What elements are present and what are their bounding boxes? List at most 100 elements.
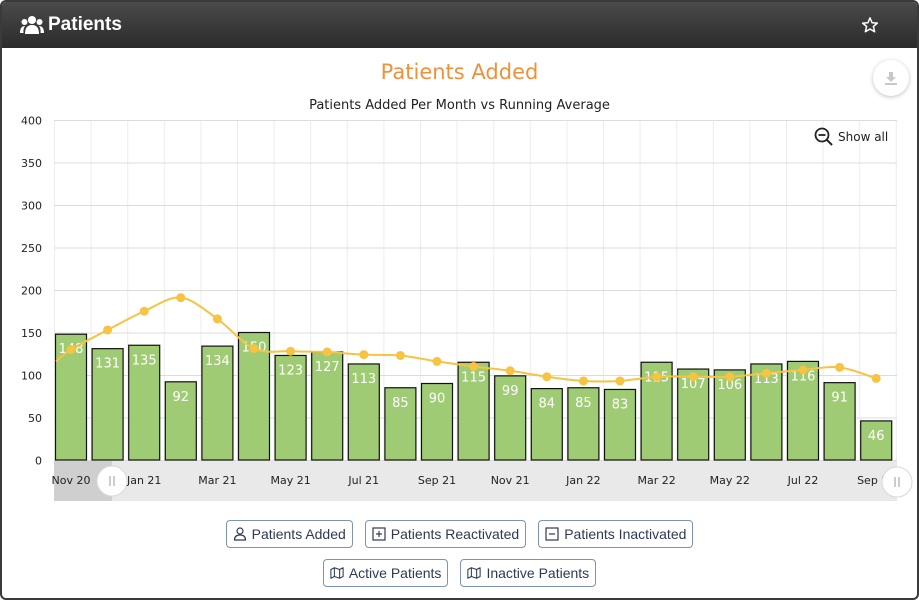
x-tick-label: Nov 21 [491, 474, 530, 487]
running-average-point [395, 350, 405, 360]
bar [164, 381, 197, 461]
bar-data-label: 107 [681, 377, 706, 392]
bar-data-label: 127 [315, 360, 340, 375]
running-average-point [688, 372, 698, 382]
map-icon [330, 567, 344, 579]
bar-data-label: 116 [791, 369, 816, 384]
navigator-handle-right[interactable] [881, 466, 913, 498]
bar [567, 387, 600, 461]
map-icon [467, 567, 482, 579]
y-tick-label: 300 [21, 200, 42, 213]
bar-data-label: 115 [461, 370, 486, 385]
running-average-point [139, 306, 149, 316]
y-tick-label: 50 [28, 412, 42, 425]
bar [530, 388, 563, 461]
navigator-band [54, 461, 897, 501]
bar [603, 388, 637, 461]
star-icon[interactable] [861, 16, 879, 34]
running-average-point [103, 325, 113, 335]
patients-added-button[interactable]: Patients Added [225, 520, 353, 548]
navigator-handle-knob [96, 465, 128, 497]
bar [860, 420, 893, 461]
bar [91, 348, 124, 461]
inactive-patients-label: Inactive Patients [486, 565, 590, 581]
bar [420, 382, 454, 461]
chart-title: Patients Added [380, 60, 539, 84]
bar-data-label: 46 [868, 429, 885, 444]
running-average-point [322, 347, 332, 357]
x-axis-labels: Nov 20 Jan 21 Mar 21 May 21 Jul 21 Sep 21 Nov … [52, 474, 896, 487]
x-tick-label: May 21 [270, 474, 310, 487]
y-tick-label: 150 [21, 327, 42, 340]
bar [384, 387, 417, 461]
bar [347, 363, 380, 461]
running-average-point [176, 293, 186, 303]
panel-header: Patients [2, 2, 917, 48]
download-button[interactable] [873, 60, 909, 96]
chart-subtitle: Patients Added Per Month vs Running Aver… [309, 98, 610, 113]
running-average-point [359, 350, 369, 360]
patients-added-label: Patients Added [251, 526, 346, 542]
x-tick-label: Mar 22 [637, 474, 675, 487]
plus-square-icon [372, 527, 386, 541]
x-tick-label: May 22 [710, 474, 750, 487]
patients-reactivated-label: Patients Reactivated [390, 526, 520, 542]
bar-data-label: 106 [717, 378, 742, 393]
bar-data-label: 123 [278, 363, 303, 378]
bar [823, 382, 856, 461]
patients-inactivated-button[interactable]: Patients Inactivated [538, 520, 694, 548]
series-buttons-row-1: Patients Added Patients Reactivated Pati… [2, 520, 917, 548]
running-average-point [505, 366, 515, 376]
x-tick-label: Jul 22 [787, 474, 819, 487]
y-tick-label: 400 [21, 115, 42, 128]
patients-inactivated-label: Patients Inactivated [564, 526, 687, 542]
y-tick-label: 350 [21, 157, 42, 170]
running-average-point [871, 373, 881, 383]
navigator-handle-left[interactable] [96, 465, 128, 497]
bar-data-label: 92 [173, 390, 190, 405]
running-average-point [798, 365, 808, 375]
bar [54, 333, 88, 461]
range-navigator [54, 461, 897, 501]
y-tick-label: 200 [21, 285, 42, 298]
show-all-button[interactable]: Show all [814, 127, 888, 147]
bar [786, 360, 820, 461]
bar [237, 331, 271, 461]
x-tick-label: Jan 22 [565, 474, 600, 487]
active-patients-label: Active Patients [348, 565, 442, 581]
running-average-point [542, 372, 552, 382]
bar [311, 351, 344, 461]
navigator-handles [96, 465, 913, 498]
running-average-point [652, 372, 662, 382]
inactive-patients-button[interactable]: Inactive Patients [460, 559, 597, 587]
bar-data-label: 131 [95, 357, 120, 372]
y-axis-labels: 0 50 100 150 200 250 300 350 400 [21, 115, 42, 468]
bar [128, 344, 161, 461]
running-average-point [212, 314, 222, 324]
download-icon [885, 72, 897, 85]
bar [677, 368, 710, 461]
bar [494, 375, 527, 461]
patients-reactivated-button[interactable]: Patients Reactivated [364, 520, 527, 548]
bar-data-label: 85 [575, 396, 592, 411]
x-tick-label: Jul 21 [347, 474, 379, 487]
y-tick-label: 250 [21, 242, 42, 255]
user-icon [233, 527, 246, 541]
running-average-point [66, 345, 76, 354]
bar-data-label: 83 [612, 397, 629, 412]
minus-square-icon [545, 527, 559, 541]
y-tick-label: 100 [21, 370, 42, 383]
running-average-point [249, 344, 259, 354]
bar-data-label: 99 [502, 384, 519, 399]
y-tick-label: 0 [35, 455, 42, 468]
active-patients-button[interactable]: Active Patients [322, 559, 449, 587]
running-average-point [615, 376, 625, 386]
navigator-handle-knob [881, 466, 913, 498]
bar-data-label: 134 [205, 354, 230, 369]
zoom-out-icon [814, 127, 833, 146]
running-average-point [725, 372, 735, 382]
bar [201, 345, 234, 461]
bar-data-label: 90 [429, 392, 446, 407]
